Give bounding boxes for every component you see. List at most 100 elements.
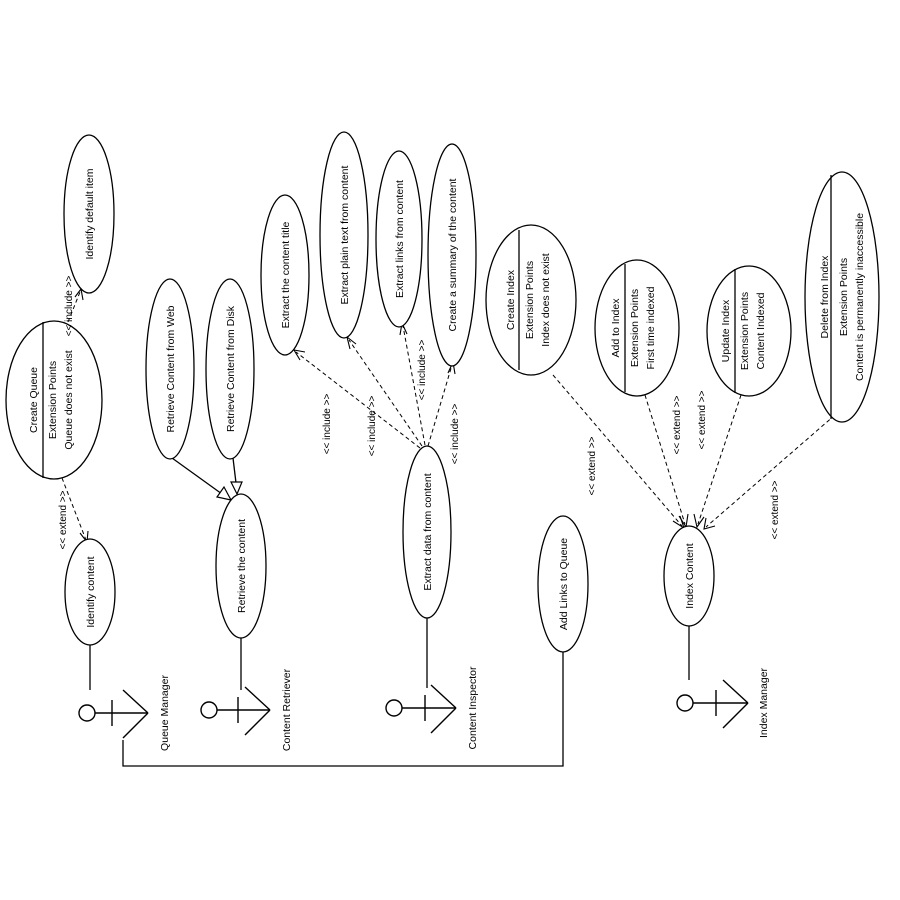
extend-line-update-index — [697, 394, 742, 525]
extension-points-heading: Extension Points — [838, 258, 850, 336]
use-case-retrieve-the-content[interactable]: Retrieve the content — [215, 493, 267, 639]
extend-line-add-index — [644, 394, 686, 525]
use-case-label: Create Index — [505, 269, 517, 330]
use-case-label: Identify default item — [84, 168, 96, 259]
use-case-ellipse — [706, 265, 792, 397]
use-case-label: Retrieve the content — [236, 519, 248, 613]
use-case-retrieve-from-web[interactable]: Retrieve Content from Web — [145, 278, 195, 460]
generalization-head — [230, 481, 243, 496]
use-case-ellipse — [594, 259, 680, 397]
use-case-create-queue[interactable]: Create Queue Extension Points Queue does… — [5, 320, 103, 480]
use-case-delete-from-index[interactable]: Delete from Index Extension Points Conte… — [804, 171, 880, 423]
arrowhead — [693, 513, 705, 529]
use-case-add-to-index[interactable]: Add to Index Extension Points First time… — [594, 259, 680, 397]
use-case-identify-content[interactable]: Identify content — [64, 538, 116, 646]
include-label: << include >> — [367, 396, 378, 457]
use-case-identify-default-item[interactable]: Identify default item — [63, 134, 115, 294]
use-case-label: Extract links from content — [394, 180, 406, 298]
use-case-label: Index Content — [684, 543, 696, 608]
use-case-index-content[interactable]: Index Content — [663, 525, 715, 627]
use-case-ellipse — [485, 224, 577, 376]
extension-points-heading: Extension Points — [47, 361, 59, 439]
use-case-create-index[interactable]: Create Index Extension Points Index does… — [485, 224, 577, 376]
include-line-default-item — [67, 291, 81, 323]
use-case-extract-plain-text[interactable]: Extract plain text from content — [319, 131, 369, 339]
extension-point: Index does not exist — [540, 253, 552, 346]
actor-label: Content Inspector — [467, 666, 479, 749]
use-case-extract-data[interactable]: Extract data from content — [402, 445, 452, 619]
use-case-extract-links[interactable]: Extract links from content — [375, 150, 423, 328]
use-case-label: Create a summary of the content — [447, 178, 459, 331]
generalization-disk — [232, 457, 237, 484]
use-case-ellipse — [5, 320, 103, 480]
use-case-ellipse — [260, 194, 310, 356]
include-label: << include >> — [64, 276, 75, 337]
extension-point: Content is permanently inaccessible — [854, 213, 866, 381]
actor-content-inspector[interactable]: Content Inspector — [385, 666, 479, 749]
actor-index-manager[interactable]: Index Manager — [676, 667, 770, 738]
extend-label: << extend >> — [58, 490, 69, 549]
use-case-retrieve-from-disk[interactable]: Retrieve Content from Disk — [205, 278, 255, 460]
extend-label: << extend >> — [672, 395, 683, 454]
use-case-ellipse — [145, 278, 195, 460]
extension-points-heading: Extension Points — [524, 261, 536, 339]
use-case-label: Delete from Index — [819, 255, 831, 339]
use-case-ellipse — [537, 515, 589, 653]
generalization-head — [215, 485, 233, 501]
association-add-links — [122, 652, 564, 767]
actor-figure — [385, 684, 457, 734]
use-case-add-links-to-queue[interactable]: Add Links to Queue — [537, 515, 589, 653]
use-case-label: Retrieve Content from Web — [165, 305, 177, 432]
extend-label: << extend >> — [587, 436, 598, 495]
use-case-label: Extract plain text from content — [339, 165, 351, 304]
actor-queue-manager[interactable]: Queue Manager — [78, 675, 171, 751]
actor-figure — [78, 689, 149, 739]
use-case-label: Extract the content title — [280, 221, 292, 328]
extension-point: First time indexed — [645, 286, 657, 369]
extend-label: << extend >> — [697, 390, 708, 449]
use-case-ellipse — [402, 445, 452, 619]
use-case-ellipse — [215, 493, 267, 639]
relation-labels: << include >> << extend >> << include >>… — [58, 276, 781, 550]
use-case-extract-content-title[interactable]: Extract the content title — [260, 194, 310, 356]
use-case-ellipse — [427, 143, 477, 367]
use-case-ellipse — [663, 525, 715, 627]
actor-label: Queue Manager — [159, 675, 171, 751]
use-case-label: Retrieve Content from Disk — [225, 305, 237, 432]
use-case-create-summary[interactable]: Create a summary of the content — [427, 143, 477, 367]
extend-line-create-index — [552, 374, 683, 527]
use-case-label: Identify content — [85, 556, 97, 627]
use-case-ellipse — [63, 134, 115, 294]
include-label: << include >> — [450, 404, 461, 465]
actor-label: Content Retriever — [281, 668, 293, 751]
use-case-ellipse — [64, 538, 116, 646]
use-case-ellipse — [804, 171, 880, 423]
use-case-ellipse — [319, 131, 369, 339]
use-case-label: Create Queue — [28, 367, 40, 433]
include-label: << include >> — [417, 340, 428, 401]
actor-label: Index Manager — [758, 667, 770, 738]
include-label: << include >> — [322, 394, 333, 455]
actor-figure — [676, 679, 749, 729]
extension-point: Queue does not exist — [63, 350, 75, 449]
extension-points-heading: Extension Points — [629, 289, 641, 367]
generalization-web — [171, 457, 223, 495]
include-line-title — [295, 351, 421, 449]
use-case-label: Add Links to Queue — [558, 538, 570, 630]
use-case-label: Add to Index — [610, 298, 622, 358]
arrowhead — [703, 517, 716, 530]
use-case-ellipse — [205, 278, 255, 460]
extend-label: << extend >> — [770, 480, 781, 539]
use-case-ellipse — [375, 150, 423, 328]
actor-figure — [200, 686, 271, 736]
extension-points-heading: Extension Points — [739, 292, 751, 370]
arrowhead — [346, 335, 357, 350]
actor-content-retriever[interactable]: Content Retriever — [200, 668, 293, 751]
include-line-plain-text — [348, 339, 423, 447]
include-line-links — [402, 325, 426, 446]
extension-point: Content Indexed — [755, 292, 767, 369]
extend-line-delete-index — [705, 414, 836, 528]
use-case-label: Extract data from content — [422, 473, 434, 590]
use-case-update-index[interactable]: Update Index Extension Points Content In… — [706, 265, 792, 397]
